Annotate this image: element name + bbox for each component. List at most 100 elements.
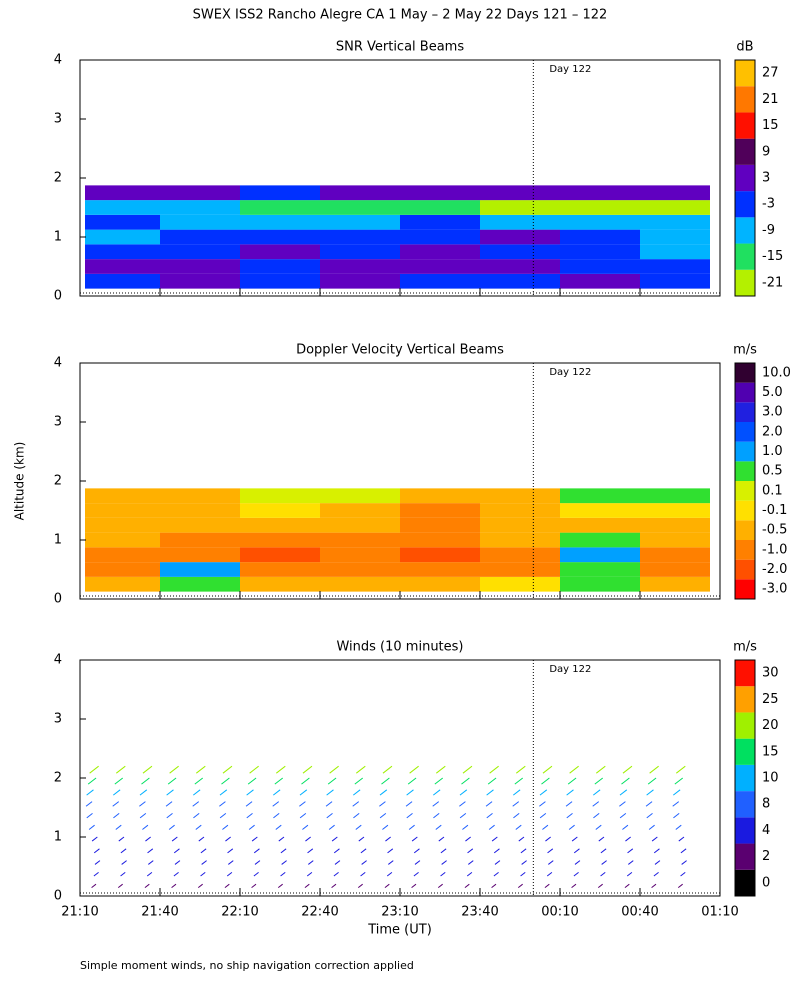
- wind-barb: [680, 872, 686, 877]
- field-cell: [480, 517, 560, 533]
- colorbar-label: 2: [762, 849, 770, 864]
- field-cell: [160, 259, 240, 274]
- field-cell: [160, 503, 240, 518]
- y-tick-label: 2: [54, 171, 62, 186]
- wind-barb: [645, 801, 653, 807]
- y-tick-label: 1: [54, 830, 62, 845]
- field-cell: [240, 488, 320, 504]
- field-cell: [640, 517, 710, 533]
- field-cell: [160, 200, 240, 215]
- wind-barb: [148, 860, 154, 865]
- field-cell: [640, 200, 710, 215]
- y-axis-label: Altitude (km): [13, 442, 27, 521]
- wind-barb: [407, 777, 417, 785]
- field-cell: [400, 229, 480, 245]
- field-cell: [400, 562, 480, 577]
- field-cell: [160, 244, 240, 260]
- wind-barb: [541, 777, 550, 785]
- y-tick-label: 2: [54, 771, 62, 786]
- wind-barb: [435, 765, 446, 774]
- wind-barb: [408, 824, 415, 830]
- wind-barb: [325, 801, 333, 807]
- y-tick-label: 3: [54, 112, 62, 127]
- wind-barb: [435, 824, 442, 830]
- colorbar-box: [735, 191, 755, 218]
- wind-barb: [304, 883, 310, 889]
- wind-barb: [651, 883, 657, 889]
- wind-barb: [219, 789, 228, 796]
- wind-barb: [379, 813, 387, 819]
- wind-barb: [245, 801, 253, 807]
- wind-barb: [680, 848, 687, 854]
- wind-barb: [646, 789, 654, 796]
- wind-barb: [672, 801, 680, 807]
- wind-barb: [277, 883, 283, 889]
- wind-barb: [681, 860, 687, 865]
- field-cell: [400, 547, 480, 563]
- wind-barb: [357, 883, 363, 889]
- colorbar-box: [735, 382, 755, 403]
- wind-barb: [192, 789, 201, 796]
- colorbar-label: -2.0: [762, 562, 787, 577]
- wind-barb: [197, 883, 203, 889]
- wind-barb: [542, 824, 549, 830]
- wind-barb: [569, 765, 579, 774]
- colorbar-label: -15: [762, 249, 783, 264]
- field-cell: [560, 576, 640, 592]
- wind-barb: [333, 872, 339, 877]
- colorbar-box: [735, 738, 755, 765]
- wind-barb: [518, 836, 525, 842]
- wind-barb: [434, 777, 444, 785]
- wind-barb: [327, 777, 337, 785]
- colorbar-box: [735, 217, 755, 244]
- wind-barb: [626, 872, 633, 877]
- wind-barb: [87, 777, 97, 785]
- colorbar-label: -1.0: [762, 542, 787, 557]
- field-cell: [85, 517, 160, 533]
- wind-barb: [459, 813, 467, 819]
- field-cell: [640, 532, 710, 548]
- wind-barb: [622, 765, 633, 774]
- wind-barb: [334, 860, 341, 865]
- wind-barb: [121, 860, 127, 865]
- wind-barb: [192, 801, 200, 807]
- colorbar-label: -21: [762, 275, 783, 290]
- colorbar-label: 0: [762, 875, 770, 890]
- wind-barb: [571, 836, 578, 842]
- field-cell: [160, 532, 240, 548]
- colorbar-label: 25: [762, 692, 779, 707]
- x-tick-label: 22:40: [301, 905, 338, 920]
- wind-barb: [272, 801, 280, 807]
- field-cell: [480, 244, 560, 260]
- wind-barb: [251, 883, 257, 889]
- wind-barb: [326, 813, 333, 819]
- wind-barb: [517, 883, 523, 889]
- colorbar-label: 15: [762, 118, 779, 133]
- colorbar-label: 10.0: [762, 365, 791, 380]
- footnote: Simple moment winds, no ship navigation …: [80, 959, 414, 972]
- wind-barb: [331, 836, 338, 842]
- field-cell: [400, 532, 480, 548]
- y-tick-label: 1: [54, 230, 62, 245]
- wind-barb: [246, 789, 254, 796]
- x-tick-label: 01:10: [701, 905, 738, 920]
- wind-barb: [139, 789, 148, 796]
- field-cell: [480, 503, 560, 518]
- y-tick-label: 2: [54, 474, 62, 489]
- colorbar-box: [735, 441, 755, 462]
- colorbar-box: [735, 520, 755, 540]
- wind-barb: [358, 836, 365, 842]
- field-cell: [240, 244, 320, 260]
- wind-barb: [651, 836, 658, 842]
- colorbar-label: 8: [762, 797, 770, 812]
- wind-barb: [225, 836, 231, 842]
- field-cell: [320, 503, 400, 518]
- field-cell: [560, 244, 640, 260]
- field-cell: [85, 547, 160, 563]
- wind-barb: [120, 872, 126, 877]
- field-cell: [480, 562, 560, 577]
- field-cell: [160, 562, 240, 577]
- field-cell: [240, 229, 320, 245]
- colorbar-label: 30: [762, 666, 779, 681]
- wind-barb: [628, 860, 634, 865]
